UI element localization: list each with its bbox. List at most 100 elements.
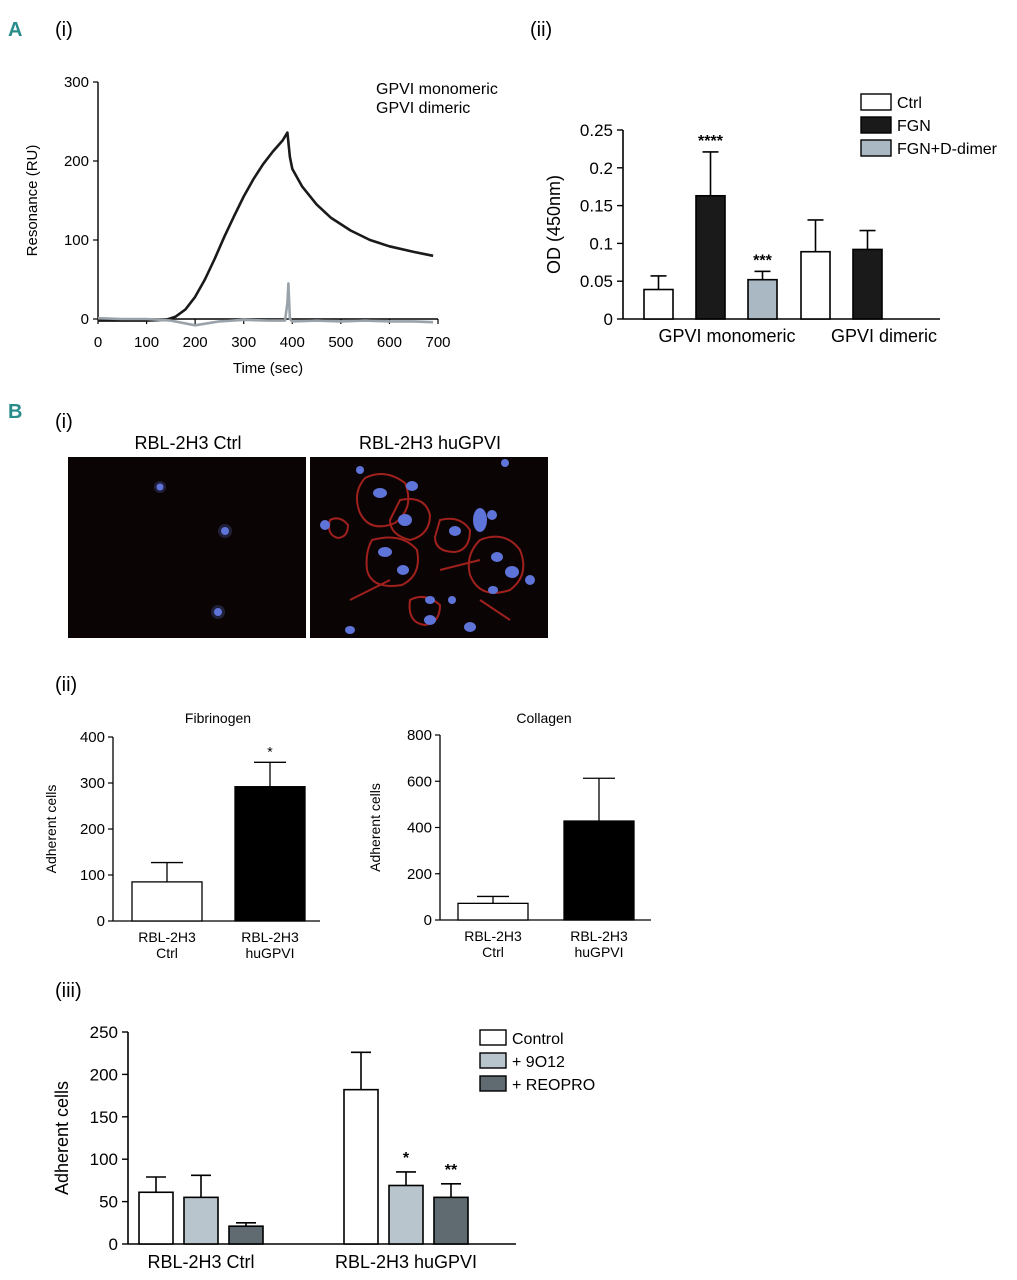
legend-entry: Ctrl [897, 95, 922, 112]
category-label-line: RBL-2H3 [570, 928, 628, 944]
significance-label: ** [445, 1162, 458, 1179]
y-tick-label: 0 [81, 311, 89, 328]
y-tick-label: 200 [407, 866, 432, 883]
bar [643, 288, 674, 320]
panel-label-a-ii: (ii) [530, 19, 552, 41]
y-tick-label: 0.2 [589, 159, 613, 178]
y-tick-label: 100 [90, 1150, 118, 1169]
adherent-cells-bar-chart: 0 50 100 150 200 250 Adherent cells RBL-2H3 Ctr… [52, 1023, 595, 1272]
bar [800, 250, 831, 320]
micrograph-hugpvi-image [310, 457, 548, 638]
chart-title: Collagen [516, 710, 571, 726]
y-axis-label: Adherent cells [367, 783, 383, 872]
bar [131, 881, 203, 922]
y-axis-label: Resonance (RU) [24, 145, 41, 257]
collagen-bar-chart: Collagen 0 200 400 600 800 Adherent cells RBL-2… [367, 710, 651, 960]
series-line [98, 131, 434, 322]
x-tick-label: 0 [94, 334, 102, 351]
category-label: RBL-2H3 huGPVI [335, 1252, 477, 1272]
bar [433, 1196, 469, 1245]
y-tick-label: 0 [97, 913, 105, 930]
category-label: RBL-2H3 huGPVI [241, 929, 299, 961]
y-tick-label: 400 [407, 820, 432, 837]
panel-label-a-i: (i) [55, 19, 73, 41]
category-label-line: RBL-2H3 [241, 929, 299, 945]
resonance-line-chart: 0 100 200 300 0 100 200 300 400 500 600 700 Time (se… [24, 74, 498, 377]
y-tick-label: 200 [64, 153, 89, 170]
category-label-line: Ctrl [482, 944, 504, 960]
y-tick-label: 250 [90, 1023, 118, 1042]
x-axis-label: Time (sec) [233, 360, 303, 377]
y-tick-label: 0 [109, 1235, 118, 1254]
significance-label: **** [698, 133, 724, 150]
y-tick-label: 200 [90, 1065, 118, 1084]
y-tick-label: 50 [99, 1193, 118, 1212]
micrograph-ctrl-image [68, 457, 306, 638]
bar [747, 278, 778, 320]
legend-entry: FGN+D-dimer [897, 141, 998, 158]
y-axis-label: Adherent cells [43, 785, 59, 874]
legend-entry: + 9O12 [512, 1054, 565, 1071]
significance-label: * [267, 743, 273, 759]
significance-label: *** [753, 252, 772, 269]
x-tick-label: 100 [134, 334, 159, 351]
series-line [97, 282, 434, 327]
bar [695, 194, 726, 320]
legend-swatch [479, 1075, 507, 1092]
legend-swatch [860, 116, 892, 134]
x-tick-label: 600 [377, 334, 402, 351]
legend-entry: + REOPRO [512, 1077, 595, 1094]
bar [234, 786, 306, 922]
y-tick-label: 0.15 [580, 197, 613, 216]
legend-swatch [860, 139, 892, 157]
category-label: RBL-2H3 Ctrl [147, 1252, 254, 1272]
bar [228, 1225, 264, 1245]
x-tick-label: 300 [231, 334, 256, 351]
y-tick-label: 300 [80, 775, 105, 792]
category-label-line: huGPVI [245, 945, 294, 961]
x-tick-label: 700 [425, 334, 450, 351]
bar [343, 1088, 379, 1245]
bar [457, 902, 529, 921]
x-tick-label: 400 [280, 334, 305, 351]
chart-title: Fibrinogen [185, 710, 251, 726]
y-tick-label: 0.1 [589, 234, 613, 253]
bar [183, 1196, 219, 1245]
y-tick-label: 600 [407, 773, 432, 790]
y-tick-label: 100 [80, 867, 105, 884]
panel-label-b-iii: (iii) [55, 980, 82, 1002]
category-label: RBL-2H3 Ctrl [138, 929, 196, 961]
panel-label-b-ii: (ii) [55, 674, 77, 696]
y-axis-label: Adherent cells [52, 1081, 72, 1195]
x-tick-label: 200 [183, 334, 208, 351]
y-tick-label: 100 [64, 232, 89, 249]
bar [852, 248, 883, 320]
category-label-line: RBL-2H3 [464, 928, 522, 944]
fibrinogen-bar-chart: Fibrinogen 0 100 200 300 400 Adherent cells RBL… [43, 710, 320, 961]
legend-swatch [479, 1029, 507, 1046]
category-label: RBL-2H3 huGPVI [570, 928, 628, 960]
y-tick-label: 0.25 [580, 121, 613, 140]
bar [138, 1191, 174, 1245]
y-tick-label: 300 [64, 74, 89, 91]
legend-swatch [479, 1052, 507, 1069]
legend-entry: GPVI monomeric [376, 81, 498, 98]
y-tick-label: 0 [424, 912, 432, 929]
bar [563, 820, 635, 921]
category-label-line: Ctrl [156, 945, 178, 961]
legend-entry: FGN [897, 118, 931, 135]
y-tick-label: 800 [407, 727, 432, 744]
legend-swatch [860, 93, 892, 111]
legend-entry: Control [512, 1031, 564, 1048]
category-label: RBL-2H3 Ctrl [464, 928, 522, 960]
category-label: GPVI dimeric [831, 326, 937, 346]
category-label-line: huGPVI [574, 944, 623, 960]
y-tick-label: 400 [80, 729, 105, 746]
y-tick-label: 0.05 [580, 272, 613, 291]
micrograph-divider [306, 457, 310, 638]
category-label-line: RBL-2H3 [138, 929, 196, 945]
od-bar-chart: 0 0.05 0.1 0.15 0.2 0.25 OD (450nm) GPVI monome… [544, 93, 998, 346]
panel-label-b-i: (i) [55, 411, 73, 433]
significance-label: * [403, 1150, 410, 1167]
